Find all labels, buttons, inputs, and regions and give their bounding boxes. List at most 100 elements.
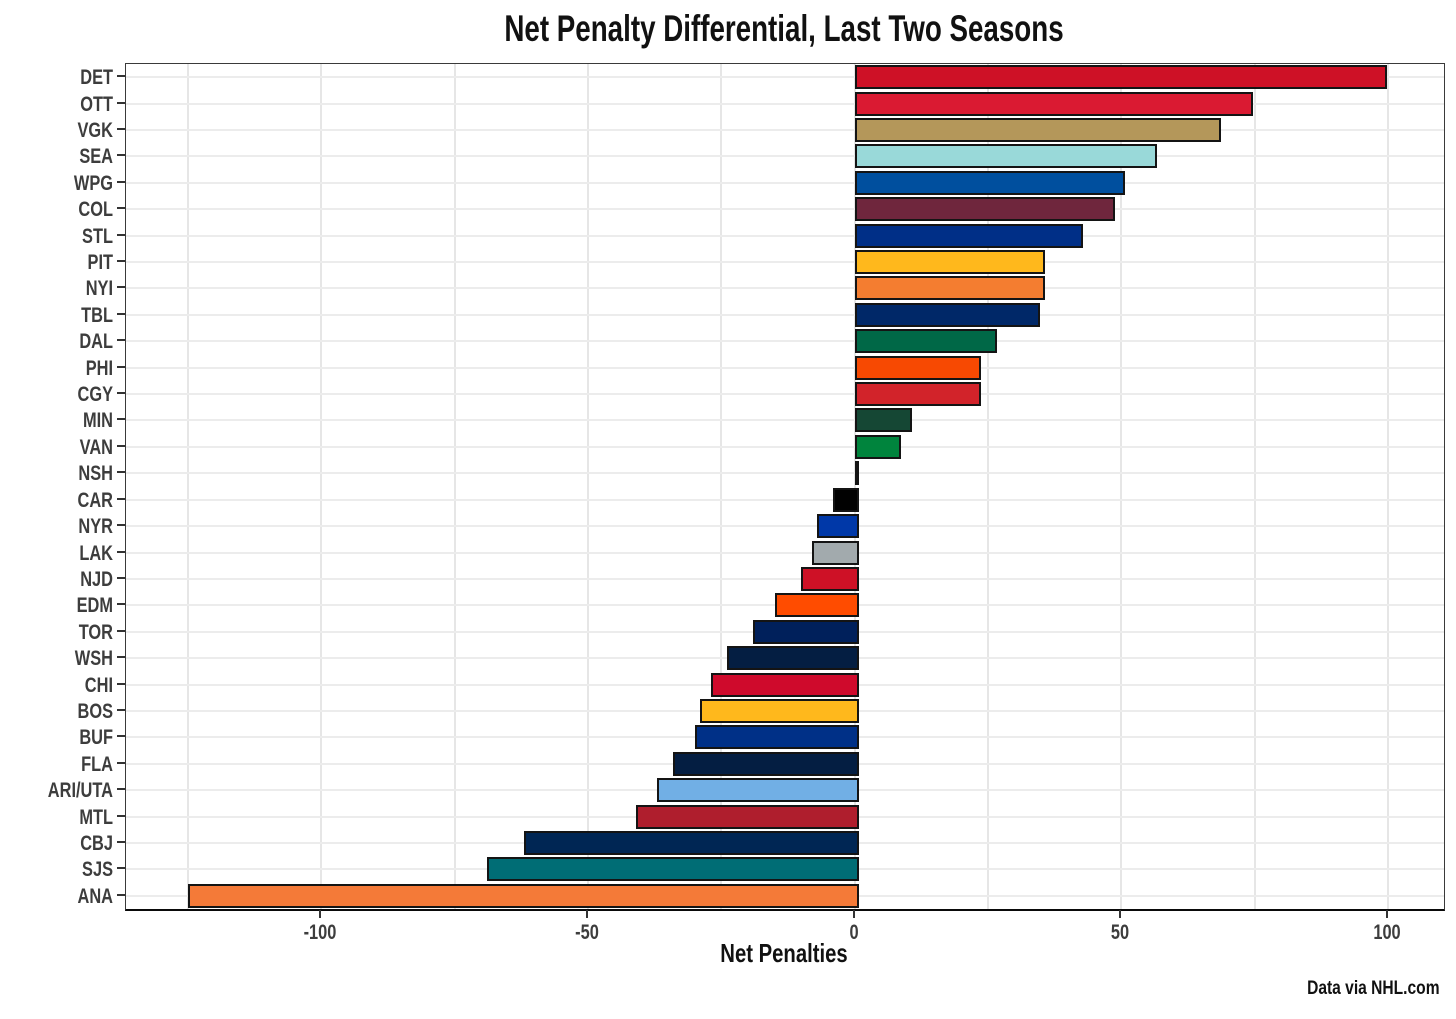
horizontal-gridline: [126, 234, 1444, 237]
y-tick-label-sea: SEA: [79, 145, 113, 169]
horizontal-gridline: [126, 366, 1444, 369]
bar-buf: [694, 725, 859, 750]
y-tick-label-wsh: WSH: [74, 647, 113, 671]
y-tick-mark: [117, 629, 125, 632]
bar-lak: [811, 540, 859, 565]
y-tick-label-min: MIN: [82, 409, 113, 433]
y-tick-label-chi: CHI: [84, 673, 113, 697]
horizontal-gridline: [126, 419, 1444, 422]
y-tick-label-ott: OTT: [80, 92, 113, 116]
y-tick-mark: [117, 840, 125, 843]
horizontal-gridline: [126, 261, 1444, 264]
bar-wpg: [854, 170, 1126, 195]
vertical-gridline: [853, 64, 856, 909]
horizontal-gridline: [126, 102, 1444, 105]
y-tick-label-lak: LAK: [79, 541, 113, 565]
y-tick-label-bos: BOS: [77, 699, 113, 723]
bar-bos: [699, 698, 859, 723]
x-tick-label-100: 100: [1373, 921, 1401, 944]
x-tick-mark: [319, 910, 322, 918]
y-tick-mark: [117, 339, 125, 342]
bar-phi: [854, 355, 982, 380]
y-tick-label-edm: EDM: [76, 594, 113, 618]
y-tick-label-njd: NJD: [80, 567, 113, 591]
bar-col: [854, 197, 1115, 222]
y-tick-mark: [117, 75, 125, 78]
y-tick-mark: [117, 550, 125, 553]
horizontal-gridline: [126, 287, 1444, 290]
y-tick-mark: [117, 286, 125, 289]
horizontal-gridline: [126, 340, 1444, 343]
bar-sjs: [486, 857, 859, 882]
y-tick-label-car: CAR: [77, 488, 113, 512]
bar-ari-uta: [657, 778, 859, 803]
y-tick-label-tbl: TBL: [81, 303, 113, 327]
bar-tbl: [854, 302, 1040, 327]
horizontal-gridline: [126, 445, 1444, 448]
y-tick-label-van: VAN: [79, 435, 113, 459]
y-tick-label-buf: BUF: [79, 726, 113, 750]
y-tick-mark: [117, 761, 125, 764]
vertical-gridline: [986, 64, 989, 909]
horizontal-gridline: [126, 129, 1444, 132]
vertical-gridline: [1386, 64, 1389, 909]
bar-van: [854, 434, 902, 459]
y-tick-mark: [117, 497, 125, 500]
x-axis-title: Net Penalties: [720, 938, 848, 968]
bar-njd: [801, 566, 859, 591]
bar-dal: [854, 329, 998, 354]
y-tick-mark: [117, 524, 125, 527]
horizontal-gridline: [126, 208, 1444, 211]
y-tick-label-sjs: SJS: [82, 858, 113, 882]
y-tick-label-tor: TOR: [78, 620, 113, 644]
bar-mtl: [635, 804, 859, 829]
bar-car: [833, 487, 859, 512]
y-tick-label-nsh: NSH: [78, 462, 113, 486]
vertical-gridline: [720, 64, 723, 909]
horizontal-gridline: [126, 155, 1444, 158]
y-tick-mark: [117, 365, 125, 368]
y-tick-mark: [117, 101, 125, 104]
y-tick-label-col: COL: [78, 198, 113, 222]
bar-cgy: [854, 382, 982, 407]
bar-fla: [673, 751, 859, 776]
horizontal-gridline: [126, 393, 1444, 396]
y-tick-mark: [117, 656, 125, 659]
x-tick-mark: [852, 910, 855, 918]
y-tick-label-stl: STL: [82, 224, 113, 248]
y-tick-label-ana: ANA: [77, 884, 113, 908]
bar-nsh: [854, 461, 859, 486]
bar-min: [854, 408, 912, 433]
bar-chi: [710, 672, 859, 697]
y-tick-mark: [117, 180, 125, 183]
horizontal-gridline: [126, 76, 1444, 79]
x-tick-mark: [585, 910, 588, 918]
vertical-gridline: [1120, 64, 1123, 909]
bar-ana: [187, 883, 859, 908]
y-tick-mark: [117, 154, 125, 157]
y-tick-label-ari-uta: ARI/UTA: [47, 779, 113, 803]
vertical-gridline: [1253, 64, 1256, 909]
y-tick-mark: [117, 788, 125, 791]
horizontal-gridline: [126, 313, 1444, 316]
horizontal-gridline: [126, 525, 1444, 528]
bar-stl: [854, 223, 1083, 248]
bar-sea: [854, 144, 1158, 169]
y-tick-label-cgy: CGY: [77, 383, 113, 407]
y-tick-label-phi: PHI: [85, 356, 113, 380]
vertical-gridline: [186, 64, 189, 909]
y-tick-mark: [117, 735, 125, 738]
vertical-gridline: [453, 64, 456, 909]
y-tick-label-cbj: CBJ: [80, 831, 113, 855]
y-tick-label-fla: FLA: [81, 752, 113, 776]
y-tick-mark: [117, 207, 125, 210]
y-tick-label-det: DET: [80, 66, 113, 90]
bar-nyi: [854, 276, 1046, 301]
y-tick-mark: [117, 471, 125, 474]
x-tick-mark: [1385, 910, 1388, 918]
y-tick-label-mtl: MTL: [79, 805, 113, 829]
bar-det: [854, 65, 1387, 90]
bar-tor: [753, 619, 859, 644]
y-tick-mark: [117, 814, 125, 817]
